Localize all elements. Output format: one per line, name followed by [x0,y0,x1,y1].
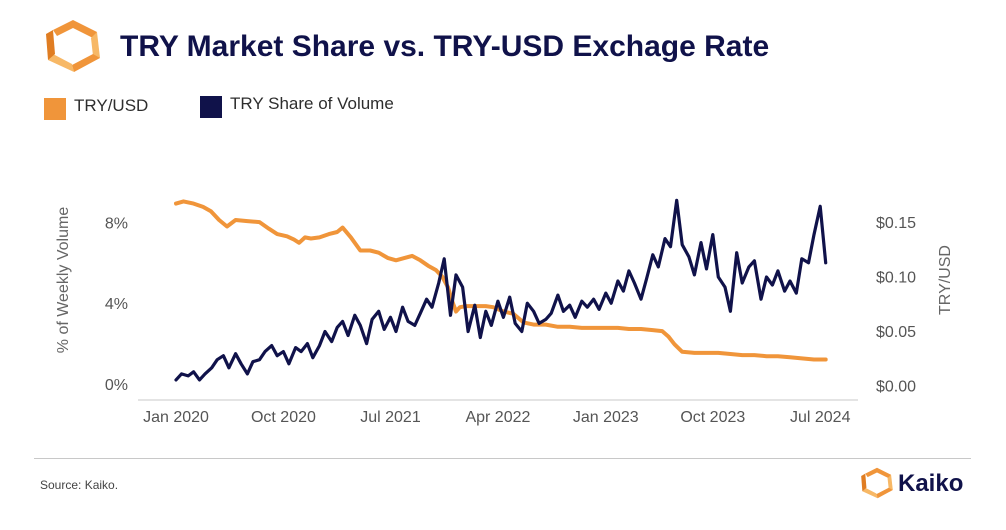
page-title: TRY Market Share vs. TRY-USD Exchage Rat… [120,30,770,63]
header: TRY Market Share vs. TRY-USD Exchage Rat… [44,18,984,78]
x-tick-label: Jan 2023 [573,409,639,426]
legend-label-try-usd: TRY/USD [74,96,149,115]
legend-swatch-try-usd [44,98,66,120]
right-tick-label: $0.00 [876,379,916,396]
right-tick-label: $0.15 [876,215,916,232]
right-tick-label: $0.10 [876,270,916,287]
source-note: Source: Kaiko. [40,478,119,492]
legend-swatch-try-share [200,96,222,118]
chart-svg: 0% 4% 8% $0.00 $0.05 $0.10 $0.15 Jan 2020 Oct … [55,198,954,426]
kaiko-brand-icon [861,467,893,499]
brand-mark: Kaiko [860,466,980,502]
left-tick-label: 0% [105,377,128,394]
left-axis-title: % of Weekly Volume [55,207,72,354]
x-tick-label: Oct 2020 [251,409,316,426]
brand-name: Kaiko [898,470,964,497]
right-y-axis: $0.00 $0.05 $0.10 $0.15 [876,215,916,396]
x-tick-label: Oct 2023 [680,409,745,426]
x-axis: Jan 2020 Oct 2020 Jul 2021 Apr 2022 Jan 2023… [143,409,851,426]
left-tick-label: 8% [105,215,128,232]
kaiko-logo-icon [46,20,100,72]
left-tick-label: 4% [105,296,128,313]
x-tick-label: Jul 2024 [790,409,851,426]
series-line-try-share [174,198,828,382]
right-tick-label: $0.05 [876,324,916,341]
series-line-try-usd [174,199,828,362]
footer-divider [34,458,971,459]
left-y-axis: 0% 4% 8% [105,215,128,393]
x-tick-label: Jan 2020 [143,409,209,426]
series-group [174,198,828,382]
x-tick-label: Apr 2022 [465,409,530,426]
legend-label-try-share: TRY Share of Volume [230,94,394,113]
right-axis-title: TRY/USD [937,245,954,315]
x-tick-label: Jul 2021 [360,409,421,426]
